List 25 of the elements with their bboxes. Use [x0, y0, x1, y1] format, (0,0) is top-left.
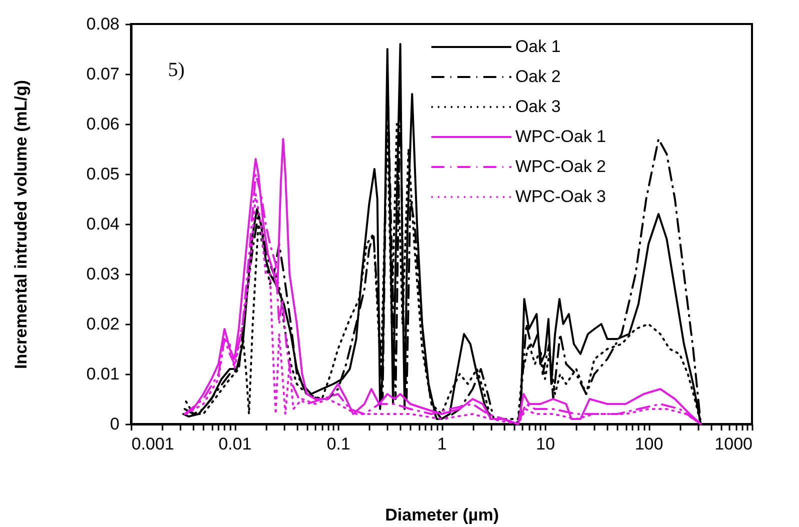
- y-tick-label: 0.05: [86, 164, 120, 184]
- y-tick-label: 0.03: [86, 264, 120, 284]
- x-axis-title: Diameter (µm): [385, 506, 499, 524]
- y-tick-label: 0.07: [86, 64, 120, 84]
- y-tick-label: 0.06: [86, 114, 120, 134]
- y-axis-title: Incremental intruded volume (mL/g): [11, 80, 30, 370]
- y-tick-label: 0.01: [86, 364, 120, 384]
- legend-label: WPC-Oak 2: [515, 157, 606, 176]
- y-tick-label: 0: [110, 414, 120, 434]
- legend-label: Oak 3: [515, 97, 561, 116]
- y-tick-label: 0.04: [86, 214, 120, 234]
- y-tick-label: 0.08: [86, 14, 120, 34]
- annotation: 5): [168, 59, 185, 81]
- legend-label: WPC-Oak 1: [515, 127, 606, 146]
- legend-label: WPC-Oak 3: [515, 187, 606, 206]
- x-tick-label: 100: [634, 434, 664, 454]
- y-tick-label: 0.02: [86, 314, 120, 334]
- x-tick-label: 0.1: [326, 434, 350, 454]
- x-tick-label: 10: [536, 434, 555, 454]
- x-tick-label: 1000: [714, 434, 752, 454]
- x-tick-label: 1: [437, 434, 447, 454]
- x-tick-label: 0.001: [132, 434, 174, 454]
- legend-label: Oak 1: [515, 37, 561, 56]
- x-tick-label: 0.01: [218, 434, 252, 454]
- legend-label: Oak 2: [515, 67, 561, 86]
